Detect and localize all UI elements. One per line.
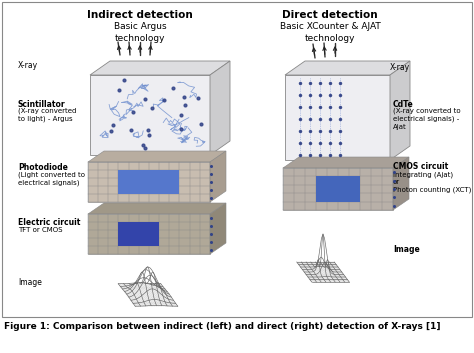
Text: (X-ray converted to
electrical signals) -
Ajat: (X-ray converted to electrical signals) … (393, 108, 461, 130)
Polygon shape (90, 75, 210, 155)
Bar (118, 178, 128, 186)
Text: Image: Image (18, 278, 42, 287)
Bar (338, 193, 349, 202)
Bar (316, 185, 327, 193)
Bar (338, 185, 349, 193)
Text: Integrating (Ajat)
or
Photon counting (XCT): Integrating (Ajat) or Photon counting (X… (393, 171, 471, 193)
Text: CdTe: CdTe (393, 100, 414, 109)
Text: (Light converted to
electrical signals): (Light converted to electrical signals) (18, 171, 85, 185)
Bar (128, 186, 139, 194)
Bar (149, 222, 159, 230)
Polygon shape (283, 157, 409, 168)
Text: Basic Argus
technology: Basic Argus technology (114, 22, 166, 43)
Bar (159, 178, 169, 186)
Bar (169, 186, 180, 194)
Polygon shape (285, 75, 390, 160)
Bar (327, 176, 338, 185)
Bar (149, 238, 159, 246)
Text: CMOS circuit: CMOS circuit (393, 162, 448, 171)
Polygon shape (210, 203, 226, 254)
Bar (128, 238, 139, 246)
Bar (139, 178, 149, 186)
Bar (139, 230, 149, 238)
Polygon shape (88, 214, 210, 254)
Text: Indirect detection: Indirect detection (87, 10, 193, 20)
Bar (128, 170, 139, 178)
Bar (118, 222, 128, 230)
Bar (349, 193, 360, 202)
Polygon shape (88, 203, 226, 214)
Bar (338, 176, 349, 185)
Bar (149, 178, 159, 186)
Bar (327, 185, 338, 193)
Bar (159, 170, 169, 178)
Bar (139, 186, 149, 194)
Bar (169, 170, 180, 178)
Polygon shape (393, 157, 409, 210)
Text: Basic XCounter & AJAT
technology: Basic XCounter & AJAT technology (280, 22, 380, 43)
Bar (118, 186, 128, 194)
Bar (149, 170, 159, 178)
Bar (327, 193, 338, 202)
Bar (128, 178, 139, 186)
Bar (149, 186, 159, 194)
Bar (139, 238, 149, 246)
Text: Image: Image (393, 245, 420, 254)
Bar (2, 2, 472, 317)
Polygon shape (210, 61, 230, 155)
Bar (349, 185, 360, 193)
Bar (169, 178, 180, 186)
Text: Scintillator: Scintillator (18, 100, 65, 109)
Polygon shape (283, 168, 393, 210)
Text: Photodiode: Photodiode (18, 163, 68, 172)
Bar (316, 176, 327, 185)
Text: X-ray: X-ray (390, 64, 410, 72)
Text: X-ray: X-ray (18, 60, 38, 70)
Text: Electric circuit: Electric circuit (18, 218, 81, 227)
Bar (128, 222, 139, 230)
Polygon shape (90, 61, 230, 75)
Polygon shape (390, 61, 410, 160)
Polygon shape (88, 151, 226, 162)
Text: TFT or CMOS: TFT or CMOS (18, 227, 63, 233)
Polygon shape (210, 151, 226, 202)
Bar (149, 230, 159, 238)
Bar (128, 230, 139, 238)
Bar (349, 176, 360, 185)
Bar (316, 193, 327, 202)
Bar (139, 222, 149, 230)
Text: Figure 1: Comparison between indirect (left) and direct (right) detection of X-r: Figure 1: Comparison between indirect (l… (4, 322, 440, 331)
Bar (139, 170, 149, 178)
Polygon shape (88, 162, 210, 202)
Bar (118, 170, 128, 178)
Text: Direct detection: Direct detection (282, 10, 378, 20)
Bar (118, 238, 128, 246)
Bar (118, 230, 128, 238)
Polygon shape (285, 61, 410, 75)
Bar (159, 186, 169, 194)
Text: (X-ray converted
to light) - Argus: (X-ray converted to light) - Argus (18, 108, 76, 122)
